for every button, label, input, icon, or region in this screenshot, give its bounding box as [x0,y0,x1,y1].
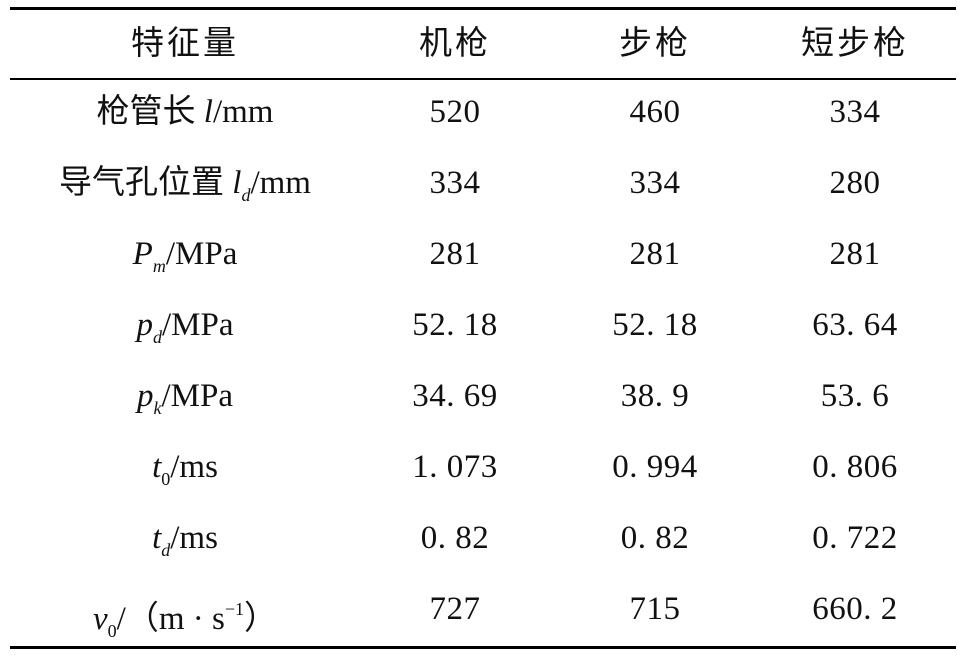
header-cell: 机枪 [419,26,491,62]
label-part: /MPa [161,307,234,343]
value-cell: 52. 18 [412,307,498,343]
row-label: t0/ms [5,432,365,502]
value-cell: 63. 64 [812,307,898,343]
label-part: 枪管长 [96,94,204,130]
value-cell: 280 [829,165,881,201]
value-cell: 520 [429,94,481,130]
label-part: d [241,185,251,205]
label-part: d [161,540,171,560]
label-part: 0 [161,469,171,489]
row-label: 导气孔位置 ld/mm [5,148,365,218]
value-cell: 53. 6 [820,378,890,414]
label-part: /mm [250,165,311,201]
value-cell: 660. 2 [812,591,898,627]
label-part: t [152,449,162,485]
label-part: v [93,601,108,637]
label-part: 导气孔位置 [59,165,233,201]
value-cell: 0. 994 [612,449,698,485]
value-cell: 38. 9 [620,378,690,414]
label-part: l [232,165,242,201]
label-part: p [136,307,153,343]
label-part: /ms [170,449,218,485]
header-rule [10,78,956,80]
label-part: p [136,378,154,414]
label-part: k [153,398,162,418]
value-cell: 281 [829,236,881,272]
label-part: /MPa [165,236,238,272]
label-part: /ms [170,520,218,556]
row-label: Pm/MPa [5,219,365,289]
label-part: /（m · s [116,601,225,637]
value-cell: 715 [629,591,681,627]
value-cell: 0. 82 [620,520,690,556]
value-cell: 460 [629,94,681,130]
value-cell: 52. 18 [612,307,698,343]
label-part: −1 [224,599,244,619]
value-cell: 334 [829,94,881,130]
label-part: t [152,520,162,556]
label-part: d [152,327,162,347]
label-part: l [203,94,213,130]
top-rule [10,7,956,10]
value-cell: 334 [429,165,481,201]
label-part: 0 [107,621,117,641]
value-cell: 727 [429,591,481,627]
header-cell: 步枪 [619,26,691,62]
row-label: 枪管长 l/mm [5,77,365,147]
header-cell: 特征量 [131,26,239,62]
label-part: m [152,256,166,276]
label-part: /mm [212,94,274,130]
bottom-rule [10,646,956,649]
value-cell: 334 [629,165,681,201]
row-label: v0/（m · s−1） [5,574,365,644]
header-cell: 短步枪 [801,26,909,62]
value-cell: 34. 69 [412,378,498,414]
label-part: P [132,236,153,272]
row-label: pd/MPa [5,290,365,360]
label-part: /MPa [161,378,233,414]
value-cell: 0. 806 [812,449,898,485]
value-cell: 281 [629,236,681,272]
value-cell: 0. 82 [420,520,490,556]
value-cell: 281 [429,236,481,272]
row-label: td/ms [5,503,365,573]
value-cell: 0. 722 [812,520,898,556]
value-cell: 1. 073 [412,449,498,485]
label-part: ） [243,601,277,637]
row-label: pk/MPa [5,361,365,431]
